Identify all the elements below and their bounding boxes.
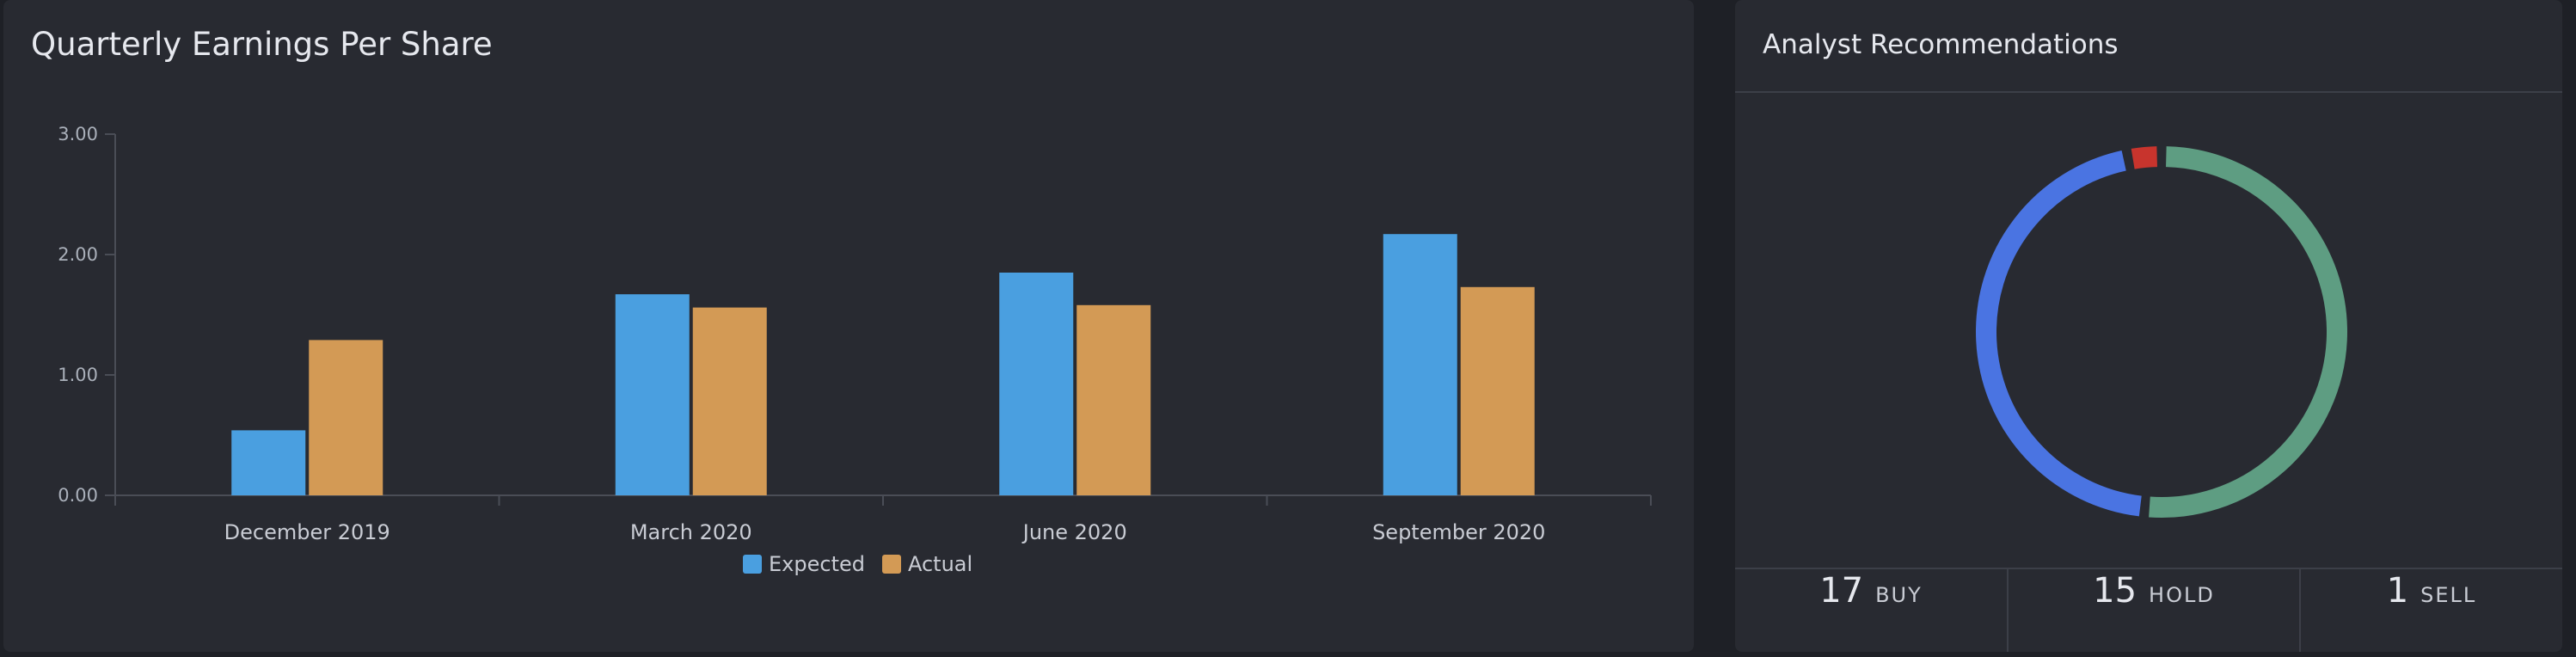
stats-separator-1 <box>2007 569 2009 652</box>
y-tick-label: 3.00 <box>58 124 98 144</box>
donut-segment-buy[interactable] <box>2149 146 2347 518</box>
eps-chart-title: Quarterly Earnings Per Share <box>31 26 493 63</box>
donut-segment-hold[interactable] <box>1976 150 2142 517</box>
eps-bar-chart: 0.00 1.00 2.00 3.00 December 2019 March 2020 J… <box>58 124 1652 544</box>
buy-label: BUY <box>1875 583 1923 607</box>
bar-actual-2[interactable] <box>1076 304 1151 495</box>
stats-separator-2 <box>2299 569 2301 652</box>
y-tick-label: 2.00 <box>58 244 98 265</box>
x-tick-label: December 2019 <box>224 520 390 544</box>
bar-expected-3[interactable] <box>1383 234 1457 495</box>
bar-actual-1[interactable] <box>692 307 767 495</box>
eps-legend: Expected Actual <box>743 552 972 576</box>
header-divider <box>1735 91 2562 93</box>
x-tick-label: June 2020 <box>1021 520 1127 544</box>
bar-expected-2[interactable] <box>999 273 1074 495</box>
legend-item-expected[interactable]: Expected <box>743 552 865 576</box>
y-tick-label: 0.00 <box>58 485 98 506</box>
stat-hold: 15 HOLD <box>2009 571 2299 640</box>
bar-actual-0[interactable] <box>309 340 383 495</box>
analyst-title: Analyst Recommendations <box>1763 29 2119 60</box>
recommendation-donut-chart <box>1976 146 2347 518</box>
stats-divider <box>1735 568 2562 569</box>
legend-label-expected: Expected <box>769 552 865 576</box>
x-tick-label: September 2020 <box>1372 520 1545 544</box>
eps-panel: Quarterly Earnings Per Share 0.00 1.00 2.0… <box>3 0 1694 652</box>
bar-expected-0[interactable] <box>231 430 306 495</box>
legend-swatch-expected <box>743 555 762 574</box>
stat-buy: 17 BUY <box>1735 571 2007 640</box>
sell-label: SELL <box>2420 583 2477 607</box>
legend-item-actual[interactable]: Actual <box>881 552 973 576</box>
buy-count: 17 <box>1819 571 1864 611</box>
legend-label-actual: Actual <box>907 552 973 576</box>
x-tick-label: March 2020 <box>630 520 752 544</box>
bar-expected-1[interactable] <box>615 294 690 495</box>
sell-count: 1 <box>2386 571 2409 611</box>
hold-count: 15 <box>2093 571 2137 611</box>
legend-swatch-actual <box>881 555 901 574</box>
hold-label: HOLD <box>2149 583 2215 607</box>
donut-segment-sell[interactable] <box>2131 146 2158 169</box>
stat-sell: 1 SELL <box>2301 571 2562 640</box>
bar-actual-3[interactable] <box>1460 286 1535 495</box>
analyst-panel: Analyst Recommendations 17 BUY 15 HOLD 1… <box>1735 0 2562 652</box>
y-tick-label: 1.00 <box>58 365 98 385</box>
